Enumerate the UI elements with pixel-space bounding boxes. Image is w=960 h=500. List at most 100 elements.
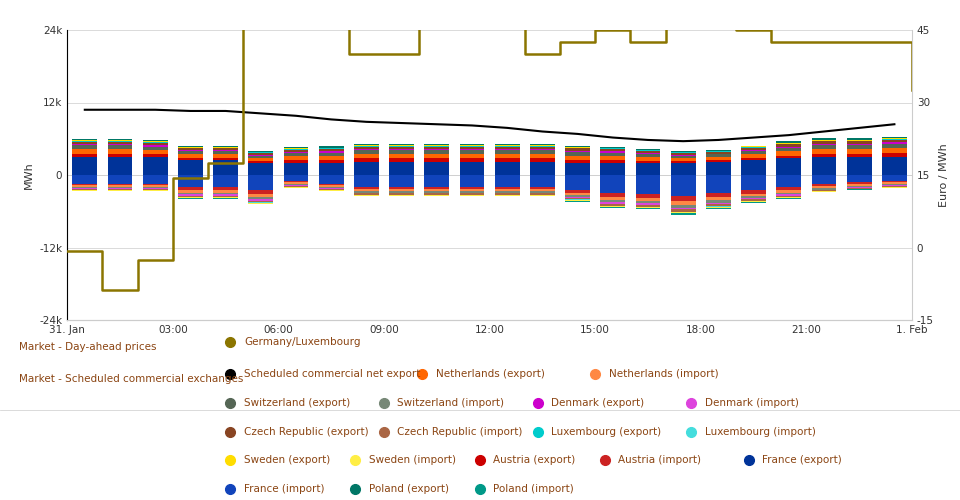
Bar — [741, 196, 766, 198]
Bar — [143, 184, 167, 186]
Bar — [73, 186, 97, 187]
Bar — [636, 206, 660, 208]
Bar — [671, 151, 695, 152]
Bar — [847, 144, 872, 145]
Bar — [73, 175, 97, 184]
Bar — [601, 193, 625, 196]
Bar — [530, 192, 555, 194]
Bar — [424, 190, 449, 192]
Text: Poland (export): Poland (export) — [369, 484, 448, 494]
Bar — [178, 187, 203, 190]
Bar — [460, 150, 484, 154]
Bar — [143, 175, 167, 184]
Bar — [108, 149, 132, 154]
Bar — [213, 160, 238, 175]
Bar — [601, 196, 625, 200]
Bar — [354, 150, 378, 154]
Bar — [108, 144, 132, 146]
Bar — [354, 158, 378, 162]
Bar — [249, 155, 273, 156]
Bar — [213, 190, 238, 192]
Bar — [706, 198, 731, 200]
Bar — [249, 199, 273, 200]
Bar — [636, 205, 660, 206]
Bar — [636, 151, 660, 152]
Bar — [319, 175, 344, 184]
Bar — [741, 148, 766, 150]
Bar — [565, 148, 589, 151]
Bar — [741, 152, 766, 154]
Bar — [460, 195, 484, 196]
Bar — [213, 187, 238, 190]
Bar — [319, 152, 344, 156]
Bar — [213, 152, 238, 154]
Bar — [319, 160, 344, 163]
Bar — [143, 150, 167, 154]
Bar — [354, 146, 378, 149]
Bar — [390, 189, 414, 190]
Text: Market - Scheduled commercial exchanges: Market - Scheduled commercial exchanges — [19, 374, 244, 384]
Bar — [73, 184, 97, 186]
Bar — [601, 147, 625, 148]
Bar — [354, 187, 378, 189]
Text: Austria (export): Austria (export) — [493, 456, 576, 466]
Bar — [108, 188, 132, 189]
Bar — [108, 175, 132, 184]
Bar — [671, 196, 695, 201]
Bar — [565, 201, 589, 202]
Bar — [249, 158, 273, 161]
Bar — [706, 160, 731, 162]
Bar — [460, 145, 484, 146]
Bar — [460, 189, 484, 190]
Bar — [354, 144, 378, 145]
Text: Luxembourg (import): Luxembourg (import) — [705, 426, 815, 436]
Bar — [741, 201, 766, 202]
Bar — [601, 204, 625, 206]
Bar — [741, 160, 766, 175]
Text: Scheduled commercial net export: Scheduled commercial net export — [244, 369, 420, 379]
Bar — [741, 202, 766, 203]
Bar — [601, 160, 625, 163]
Bar — [811, 154, 836, 157]
Bar — [777, 148, 801, 152]
Bar — [390, 158, 414, 162]
Bar — [741, 175, 766, 190]
Bar — [671, 156, 695, 158]
Bar — [706, 204, 731, 206]
Bar — [284, 160, 308, 163]
Bar — [249, 196, 273, 199]
Bar — [73, 189, 97, 190]
Bar — [882, 184, 906, 186]
Bar — [741, 198, 766, 199]
Bar — [390, 145, 414, 146]
Bar — [601, 200, 625, 202]
Bar — [530, 158, 555, 162]
Bar — [319, 184, 344, 186]
Bar — [636, 194, 660, 198]
Bar — [390, 154, 414, 158]
Bar — [777, 156, 801, 158]
Bar — [777, 144, 801, 146]
Bar — [73, 142, 97, 144]
Bar — [671, 212, 695, 214]
Bar — [671, 155, 695, 156]
Bar — [460, 154, 484, 158]
Bar — [706, 157, 731, 160]
Bar — [178, 160, 203, 175]
Bar — [213, 147, 238, 148]
Bar — [777, 197, 801, 198]
Text: Denmark (export): Denmark (export) — [551, 398, 644, 408]
Bar — [530, 187, 555, 189]
Bar — [178, 152, 203, 154]
Bar — [741, 199, 766, 200]
Bar — [213, 150, 238, 152]
Bar — [319, 148, 344, 149]
Bar — [73, 154, 97, 157]
Bar — [495, 150, 519, 154]
Bar — [249, 200, 273, 202]
Bar — [706, 154, 731, 157]
Bar — [249, 202, 273, 203]
Bar — [777, 175, 801, 187]
Bar — [847, 175, 872, 182]
Bar — [424, 187, 449, 189]
